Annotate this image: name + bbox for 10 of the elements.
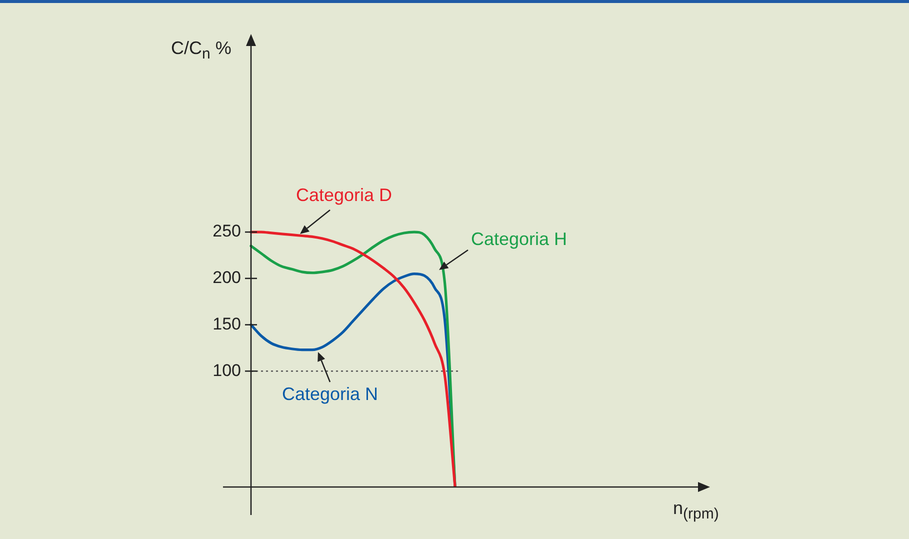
y-tick-label: 150 [212, 314, 241, 334]
series-label: Categoria H [471, 229, 568, 250]
text: n$_{(rpm)}$ [673, 498, 719, 523]
y-tick-label: 250 [212, 222, 241, 241]
y-tick-label: 100 [212, 360, 241, 380]
line-series [250, 230, 456, 488]
y-axis-title: C/C$_{n}$ % [171, 38, 232, 63]
text: Categoria N [282, 384, 378, 405]
series-label: Categoria D [296, 185, 392, 206]
y-tick-label: 200 [212, 268, 241, 288]
